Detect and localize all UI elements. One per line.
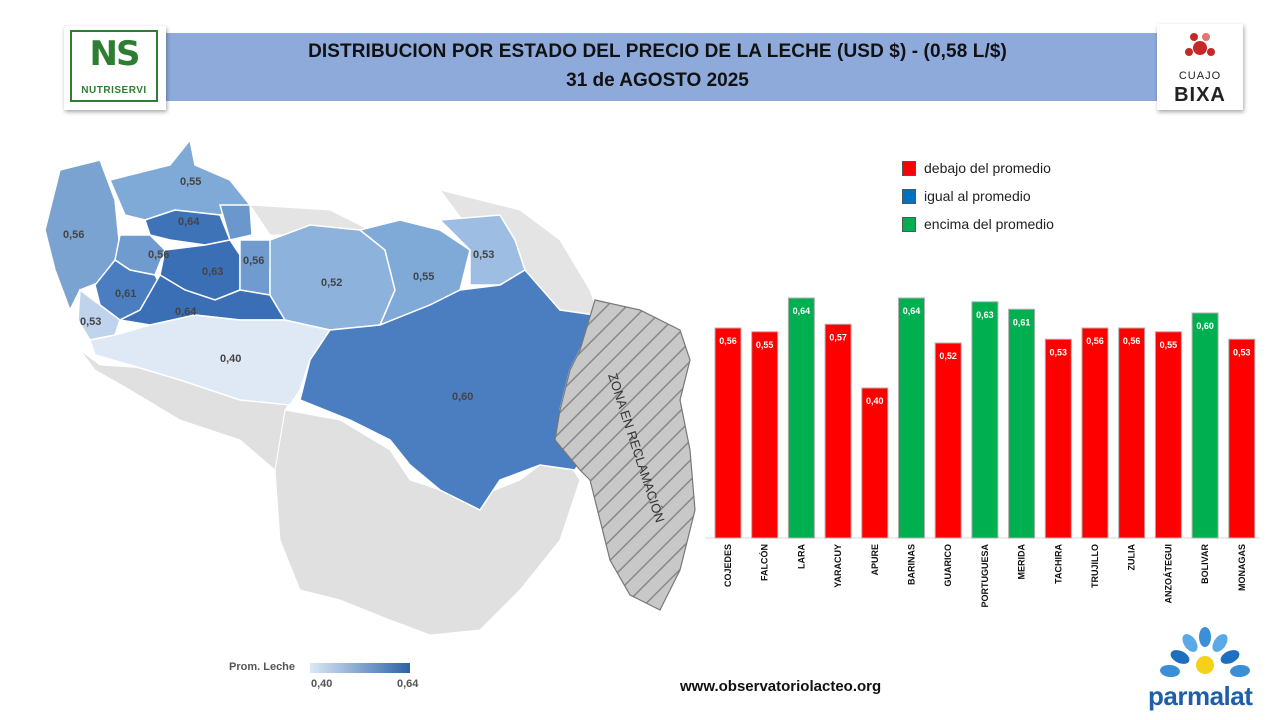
bar-value-label-11: 0,56 — [1123, 336, 1141, 346]
bar-11 — [1118, 327, 1146, 539]
bar-14 — [1228, 338, 1256, 539]
map-label-lara: 0,64 — [178, 216, 200, 228]
map-label-guarico: 0,52 — [321, 277, 342, 289]
venezuela-price-map: ZONA EN RECLAMACIÓN 0,55 0,64 0,56 0,56 … — [44, 138, 696, 636]
bar-value-label-4: 0,40 — [866, 396, 884, 406]
bar-0 — [714, 327, 742, 539]
bar-9 — [1044, 338, 1072, 539]
neighbour-country-south — [274, 409, 581, 636]
bar-value-label-1: 0,55 — [756, 340, 774, 350]
bar-value-label-10: 0,56 — [1086, 336, 1104, 346]
legend-label-below: debajo del promedio — [924, 160, 1051, 176]
parmalat-logo: parmalat — [1140, 625, 1270, 715]
chart-title: DISTRIBUCION POR ESTADO DEL PRECIO DE LA… — [308, 41, 1007, 62]
category-label-6: GUARICO — [943, 544, 953, 587]
cuajo-logo-name: CUAJO — [1178, 70, 1222, 82]
bar-7 — [971, 301, 999, 539]
nutriservi-logo-name: NUTRISERVI — [81, 85, 147, 96]
legend-item-above: encima del promedio — [902, 216, 1054, 232]
bar-value-label-6: 0,52 — [939, 351, 957, 361]
category-label-2: LARA — [796, 544, 806, 569]
bar-10 — [1081, 327, 1109, 539]
bar-6 — [934, 342, 962, 539]
claim-zone-area — [554, 299, 696, 611]
chart-subtitle-date: 31 de AGOSTO 2025 — [566, 70, 749, 91]
bar-4 — [861, 387, 889, 539]
bar-value-label-3: 0,57 — [829, 332, 847, 342]
category-label-4: APURE — [870, 544, 880, 576]
nutriservi-logo-letters: NS — [89, 34, 141, 74]
nutriservi-logo: NS NUTRISERVI — [64, 26, 166, 110]
bar-5 — [898, 297, 925, 539]
cuajo-bixa-logo: CUAJO BIXA — [1157, 24, 1243, 110]
cuajo-logo-brand: BIXA — [1174, 84, 1226, 106]
bar-value-label-13: 0,60 — [1196, 321, 1214, 331]
legend-label-equal: igual al promedio — [924, 188, 1031, 204]
bar-value-label-2: 0,64 — [793, 306, 811, 316]
price-colour-ramp — [310, 663, 410, 673]
bar-value-label-12: 0,55 — [1160, 340, 1178, 350]
parmalat-wordmark: parmalat — [1148, 681, 1253, 711]
cuajo-flower-icon — [1185, 33, 1215, 56]
ramp-max-label: 0,64 — [397, 678, 419, 690]
legend-label-above: encima del promedio — [924, 216, 1054, 232]
bar-value-label-9: 0,53 — [1050, 347, 1068, 357]
title-banner — [118, 33, 1158, 101]
category-label-10: TRUJILLO — [1090, 544, 1100, 588]
bar-12 — [1154, 331, 1182, 539]
ramp-min-label: 0,40 — [311, 678, 333, 690]
map-label-cojedes: 0,56 — [243, 255, 264, 267]
nutriservi-logo-frame: NS NUTRISERVI — [70, 30, 158, 102]
bar-8 — [1008, 308, 1036, 539]
legend-swatch-equal — [902, 189, 916, 204]
price-bar-chart: 0,56 COJEDES 0,55 FALCÓN 0,64 LARA 0,57 YARACUY… — [705, 297, 1260, 608]
category-label-14: MONAGAS — [1237, 544, 1247, 591]
map-label-zulia: 0,56 — [63, 229, 84, 241]
state-zulia — [44, 159, 121, 312]
bar-value-label-5: 0,64 — [903, 306, 921, 316]
bar-1 — [751, 331, 779, 539]
bar-3 — [824, 323, 852, 539]
category-label-8: MERIDA — [1017, 544, 1027, 580]
category-label-13: BOLIVAR — [1200, 544, 1210, 584]
map-label-anzoategui: 0,55 — [413, 271, 434, 283]
legend-item-below: debajo del promedio — [902, 160, 1051, 176]
map-label-apure: 0,40 — [220, 353, 241, 365]
category-label-11: ZULIA — [1127, 544, 1137, 571]
map-label-barinas: 0,64 — [175, 306, 197, 318]
bar-2 — [787, 297, 815, 539]
legend-swatch-above — [902, 217, 916, 232]
state-yaracuy — [219, 204, 253, 241]
bar-value-label-0: 0,56 — [719, 336, 737, 346]
map-label-falcon: 0,55 — [180, 176, 201, 188]
category-label-7: PORTUGUESA — [980, 544, 990, 608]
category-label-5: BARINAS — [907, 544, 917, 585]
category-label-9: TACHIRA — [1053, 544, 1063, 584]
map-label-merida: 0,61 — [115, 288, 136, 300]
parmalat-flower-icon — [1160, 627, 1250, 678]
bar-13 — [1191, 312, 1219, 539]
category-label-1: FALCÓN — [759, 544, 770, 581]
category-label-0: COJEDES — [723, 544, 733, 587]
legend-item-equal: igual al promedio — [902, 188, 1031, 204]
map-label-tachira: 0,53 — [80, 316, 101, 328]
legend-swatch-below — [902, 161, 916, 176]
bar-value-label-14: 0,53 — [1233, 347, 1251, 357]
category-label-3: YARACUY — [833, 544, 843, 588]
map-label-bolivar: 0,60 — [452, 391, 473, 403]
map-label-trujillo: 0,56 — [148, 249, 169, 261]
bar-value-label-7: 0,63 — [976, 310, 994, 320]
map-label-monagas: 0,53 — [473, 249, 494, 261]
bar-value-label-8: 0,61 — [1013, 317, 1031, 327]
website-link[interactable]: www.observatoriolacteo.org — [680, 678, 882, 695]
category-label-12: ANZOÁTEGUI — [1163, 544, 1173, 604]
map-label-portuguesa: 0,63 — [202, 266, 223, 278]
ramp-title: Prom. Leche — [229, 661, 296, 673]
